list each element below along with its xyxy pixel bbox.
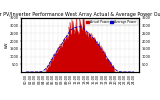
Title: Solar PV/Inverter Performance West Array Actual & Average Power Output: Solar PV/Inverter Performance West Array…: [0, 12, 160, 17]
Legend: Actual Power, Average Power: Actual Power, Average Power: [85, 20, 138, 25]
Y-axis label: kW: kW: [4, 42, 8, 48]
